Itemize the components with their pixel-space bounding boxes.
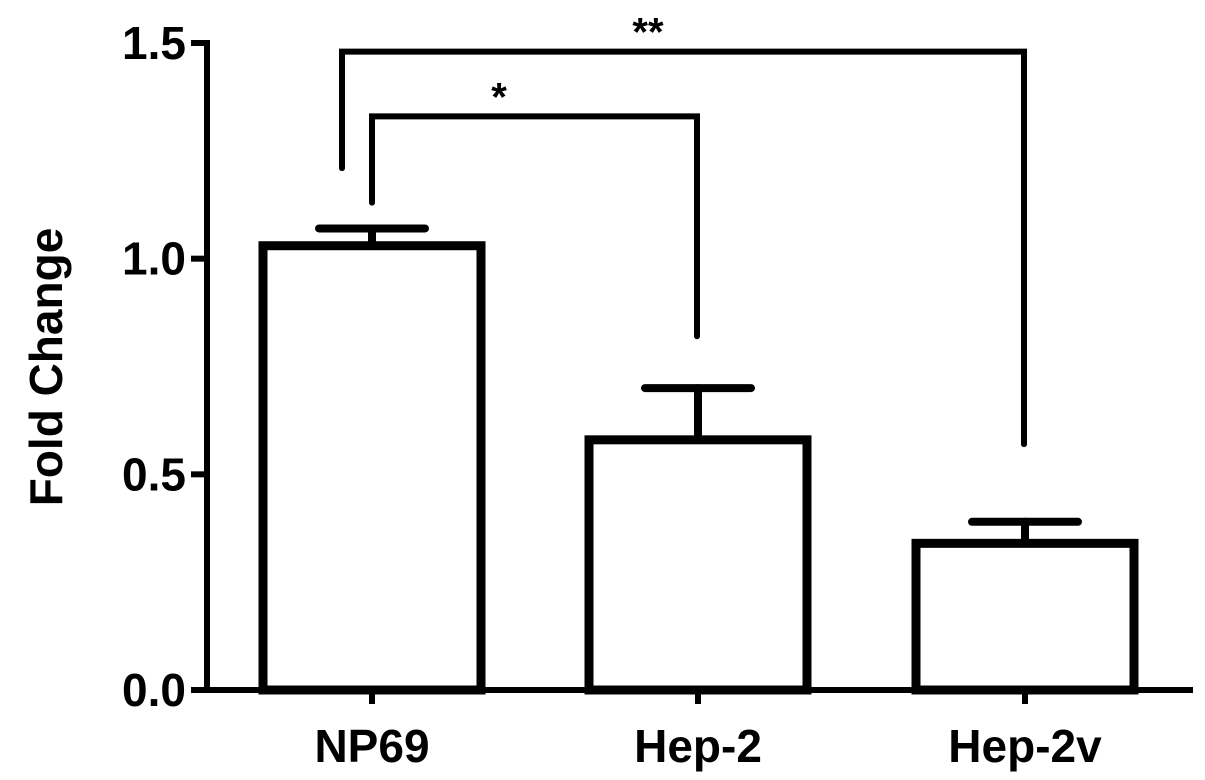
y-tick-label: 0.5 (122, 448, 186, 500)
significance-label: ** (632, 11, 664, 55)
significance-layer: *** (339, 11, 1027, 448)
error-bars-layer (315, 224, 1082, 548)
x-tick-label-np69: NP69 (314, 720, 429, 772)
y-tick-label: 1.0 (122, 233, 186, 285)
x-ticks-layer: NP69 Hep-2 Hep-2v (314, 690, 1102, 772)
bar-np69 (258, 241, 486, 695)
bar-hep-2v (911, 538, 1139, 695)
x-tick-label-hep-2v: Hep-2v (948, 720, 1102, 772)
x-tick-label-hep-2: Hep-2 (634, 720, 762, 772)
significance-bracket-np69-hep-2v (339, 48, 1027, 448)
y-axis-title: Fold Change (20, 228, 72, 507)
y-ticks-layer: 0.0 0.5 1.0 1.5 (122, 17, 207, 716)
y-tick-label: 1.5 (122, 17, 186, 69)
bar-hep-2 (584, 435, 812, 695)
y-tick-label: 0.0 (122, 664, 186, 716)
significance-label: * (491, 75, 507, 119)
significance-bracket-np69-hep-2 (369, 113, 700, 340)
